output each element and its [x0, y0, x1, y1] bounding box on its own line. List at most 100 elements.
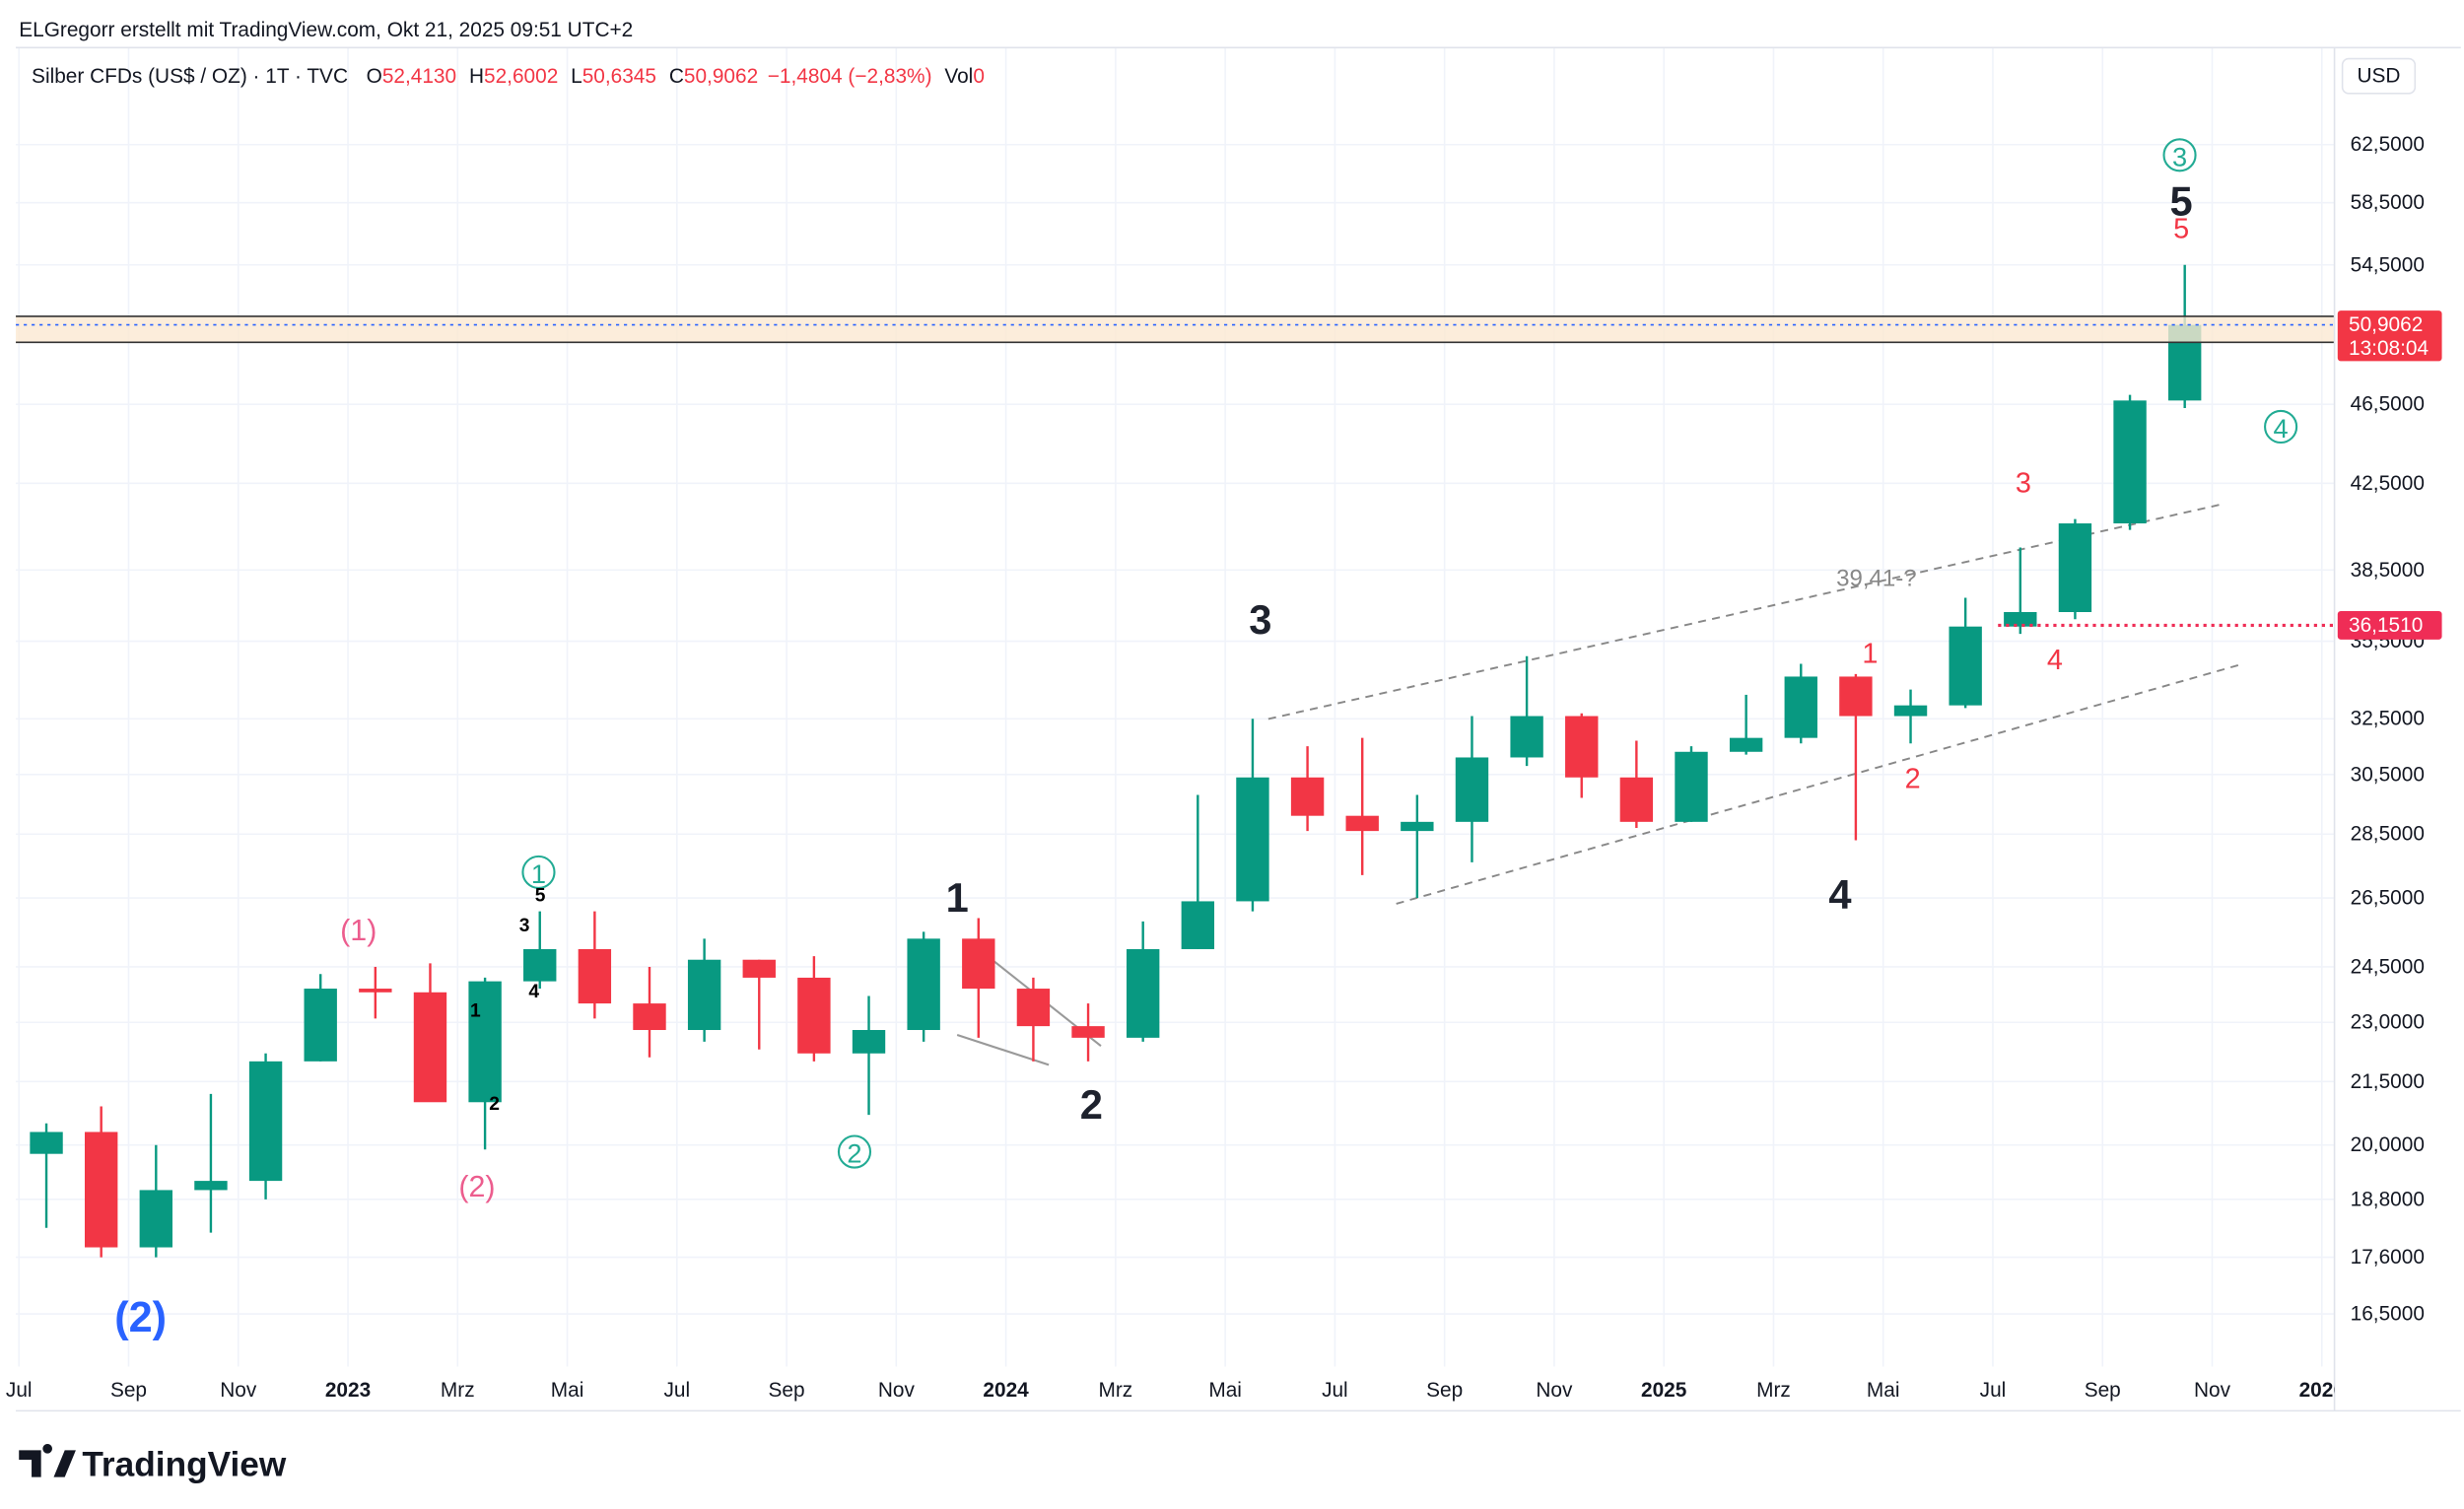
y-tick-label: 23,0000 — [2351, 1011, 2425, 1034]
wave-circle — [2264, 409, 2298, 445]
wave-label: 3 — [519, 916, 530, 936]
wave-circle — [521, 855, 556, 889]
y-tick-label: 21,5000 — [2351, 1070, 2425, 1093]
candle-body — [578, 948, 612, 1004]
y-tick-label: 17,6000 — [2351, 1246, 2425, 1269]
y-tick-label: 26,5000 — [2351, 887, 2425, 910]
wave-label: 1 — [946, 874, 969, 921]
candle-body — [1016, 989, 1051, 1027]
candle-body — [1949, 626, 1982, 706]
candle-body — [2004, 611, 2037, 627]
legend-value: 50,9062 — [684, 65, 758, 88]
y-tick-label: 38,5000 — [2351, 559, 2425, 582]
axes: Jul Sep Nov 2023 Mrz Mai Jul Sep Nov 2024 Mrz Mai Ju… — [6, 133, 2442, 1402]
y-tick-label: 42,5000 — [2351, 472, 2425, 495]
x-tick-label: Mrz — [1756, 1379, 1791, 1402]
legend-key: L — [571, 65, 582, 88]
title: Silber CFDs (US$ / OZ) · 1T · TVC — [32, 65, 348, 88]
candle-body — [139, 1190, 172, 1248]
y-tick-label: 24,5000 — [2351, 955, 2425, 978]
y-tick-label: 30,5000 — [2351, 763, 2425, 786]
wave-label: 3 — [2172, 141, 2187, 171]
candle-body — [1565, 716, 1599, 778]
x-tick-label: Mrz — [1099, 1379, 1133, 1402]
wave-label: 1 — [1862, 639, 1878, 670]
y-tick-label: 20,0000 — [2351, 1133, 2425, 1156]
candle-body — [1071, 1026, 1105, 1038]
candle-body — [1619, 777, 1654, 822]
wave-label: 3 — [2016, 468, 2031, 500]
candle-body — [1181, 901, 1215, 949]
wave-label: (2) — [114, 1294, 167, 1341]
x-tick-label: Jul — [1322, 1379, 1348, 1402]
y-tick-label: 32,5000 — [2351, 708, 2425, 730]
legend-key: C — [669, 65, 684, 88]
candle-body — [1784, 676, 1817, 738]
y-tick-label: 28,5000 — [2351, 823, 2425, 846]
x-tick-label: Sep — [110, 1379, 147, 1402]
price-timer: 13:08:04 — [2349, 337, 2429, 360]
candle-body — [633, 1003, 666, 1031]
wave-label: 4 — [528, 982, 539, 1002]
price-label: 36,1510 — [2349, 614, 2423, 637]
wave-label: 5 — [535, 885, 546, 906]
wave-label: 5 — [2173, 214, 2189, 245]
x-tick-label: Nov — [1536, 1379, 1573, 1402]
x-tick-label: 2024 — [983, 1379, 1029, 1402]
channel-line — [1396, 664, 2239, 905]
candle-body — [304, 989, 337, 1062]
y-tick-label: 54,5000 — [2351, 253, 2425, 276]
candle-body — [852, 1030, 886, 1054]
y-tick-label: 58,5000 — [2351, 191, 2425, 214]
y-tick-label: 16,5000 — [2351, 1303, 2425, 1326]
currency: USD — [2357, 65, 2400, 88]
y-tick-label: 18,8000 — [2351, 1188, 2425, 1210]
price-label-box — [2337, 310, 2442, 362]
candle-body — [1893, 705, 1928, 717]
legend-change: −1,4804 (−2,83%) — [768, 65, 932, 88]
wave-label: 1 — [470, 1000, 481, 1021]
candle-body — [962, 938, 995, 990]
legend-value: 52,4130 — [382, 65, 456, 88]
candle-body — [742, 959, 776, 978]
logo: TradingView — [19, 1444, 287, 1483]
legend-key: H — [469, 65, 484, 88]
x-tick-label: Nov — [878, 1379, 916, 1402]
candle-body — [194, 1181, 228, 1191]
legend: Silber CFDs (US$ / OZ) · 1T · TVC O52,41… — [32, 65, 985, 88]
candle-body — [413, 992, 447, 1103]
wave-label: (2) — [458, 1170, 495, 1203]
x-tick-label: Jul — [6, 1379, 33, 1402]
candle-body — [523, 948, 557, 982]
x-tick-label: 2025 — [1641, 1379, 1686, 1402]
brand: TradingView — [82, 1445, 287, 1483]
legend-key: Vol — [944, 65, 973, 88]
wave-label: 4 — [2047, 645, 2063, 676]
x-tick-label: Jul — [663, 1379, 690, 1402]
candle-body — [2058, 523, 2092, 612]
wave-label: 5 — [2170, 177, 2193, 224]
candle-body — [1675, 751, 1708, 822]
legend-key: O — [367, 65, 382, 88]
candle-body — [1126, 948, 1160, 1038]
wave-label: 2 — [489, 1094, 500, 1115]
wave-label: 2 — [1080, 1081, 1103, 1128]
candle-body — [248, 1061, 283, 1182]
candle-body — [1401, 821, 1434, 832]
x-tick-label: Jul — [1980, 1379, 2007, 1402]
candle-body — [359, 989, 392, 993]
x-tick-label: Sep — [769, 1379, 805, 1402]
wave-labels: (2) (1) (2) 1 5 3 4 1 2 2 1 2 3 4 5 3 4 … — [114, 138, 2298, 1341]
candle-body — [30, 1132, 63, 1154]
candle-body — [2113, 400, 2147, 524]
x-tick-label: Mai — [551, 1379, 584, 1402]
x-tick-label: Sep — [1426, 1379, 1463, 1402]
candle-body — [1345, 815, 1379, 832]
wave-label: 4 — [2274, 413, 2289, 444]
wave-label: 3 — [1249, 596, 1271, 643]
wave-circle — [2162, 138, 2197, 172]
credit: ELGregorr erstellt mit TradingView.com, … — [19, 19, 633, 41]
currency-box — [2341, 57, 2417, 95]
